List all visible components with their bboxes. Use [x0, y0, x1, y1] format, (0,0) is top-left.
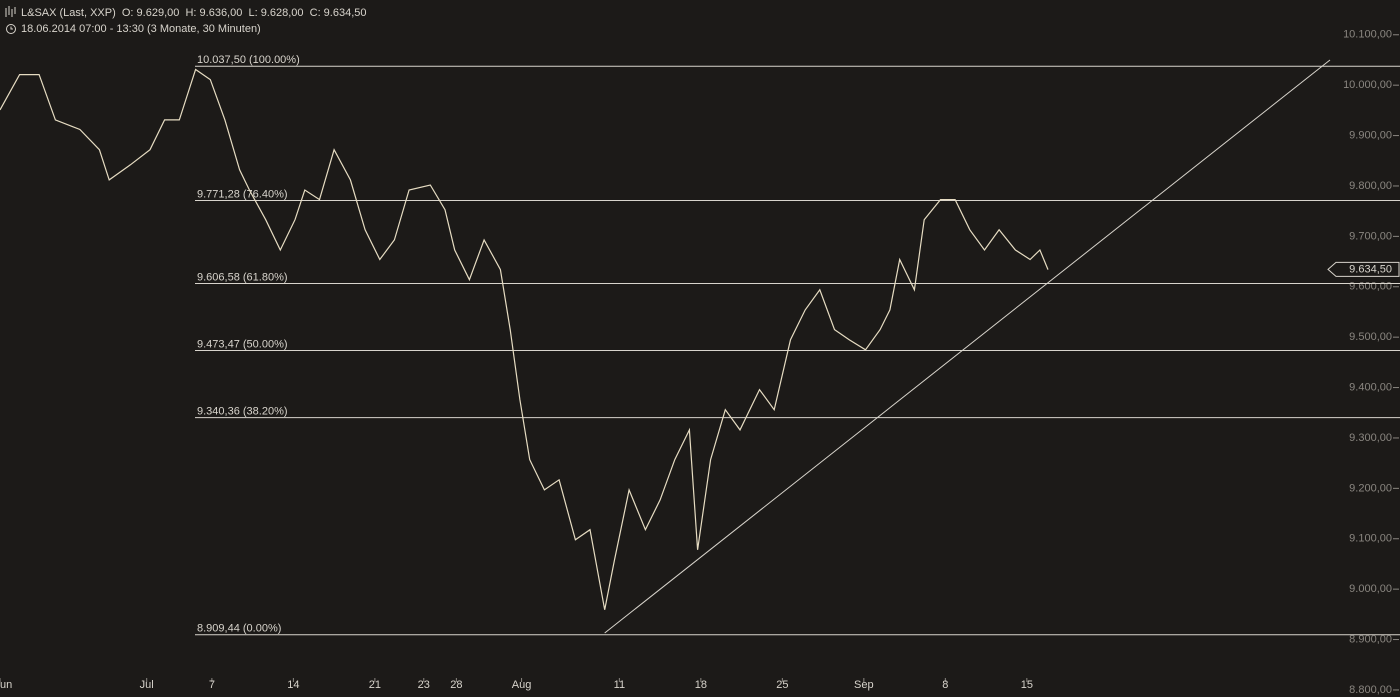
- y-tick-label: 9.600,00: [1349, 281, 1392, 293]
- last-price-box: [1327, 261, 1400, 277]
- fib-level-label: 10.037,50 (100.00%): [197, 54, 300, 66]
- chart-type-icon: [5, 6, 16, 17]
- y-tick-label: 10.000,00: [1343, 79, 1392, 91]
- y-tick-label: 8.800,00: [1349, 684, 1392, 696]
- y-tick-label: 8.900,00: [1349, 633, 1392, 645]
- y-tick-label: 9.500,00: [1349, 331, 1392, 343]
- fib-level-label: 9.473,47 (50.00%): [197, 338, 288, 350]
- x-tick-label: 14: [287, 679, 299, 691]
- x-tick-label: 7: [209, 679, 215, 691]
- x-tick-label: 23: [418, 679, 430, 691]
- x-tick-label: Sep: [854, 679, 874, 691]
- y-tick-label: 9.700,00: [1349, 230, 1392, 242]
- fib-level-label: 9.340,36 (38.20%): [197, 406, 288, 418]
- chart-subtitle: 18.06.2014 07:00 - 13:30 (3 Monate, 30 M…: [21, 23, 261, 35]
- x-tick-label: 28: [450, 679, 462, 691]
- price-line: [0, 68, 1049, 610]
- y-tick-label: 9.800,00: [1349, 180, 1392, 192]
- x-tick-label: 21: [369, 679, 381, 691]
- x-tick-label: 18: [695, 679, 707, 691]
- x-tick-label: 15: [1021, 679, 1033, 691]
- y-tick-label: 10.100,00: [1343, 29, 1392, 41]
- x-tick-label: Jul: [140, 679, 154, 691]
- fib-level-label: 9.771,28 (76.40%): [197, 188, 288, 200]
- fib-level-label: 9.606,58 (61.80%): [197, 271, 288, 283]
- y-tick-label: 9.200,00: [1349, 482, 1392, 494]
- y-tick-label: 9.000,00: [1349, 583, 1392, 595]
- y-tick-label: 9.300,00: [1349, 432, 1392, 444]
- y-tick-label: 9.900,00: [1349, 129, 1392, 141]
- fib-level-label: 8.909,44 (0.00%): [197, 623, 281, 635]
- chart-title: L&SAX (Last, XXP) O: 9.629,00 H: 9.636,0…: [21, 7, 367, 19]
- x-tick-label: 11: [614, 679, 625, 691]
- x-tick-label: un: [0, 679, 12, 691]
- clock-icon: [6, 24, 16, 34]
- x-tick-label: 8: [942, 679, 948, 691]
- x-tick-label: Aug: [512, 679, 532, 691]
- y-tick-label: 9.400,00: [1349, 381, 1392, 393]
- x-tick-label: 25: [776, 679, 788, 691]
- last-price-label: 9.634,50: [1349, 263, 1392, 275]
- trendline: [604, 59, 1331, 634]
- y-tick-label: 9.100,00: [1349, 533, 1392, 545]
